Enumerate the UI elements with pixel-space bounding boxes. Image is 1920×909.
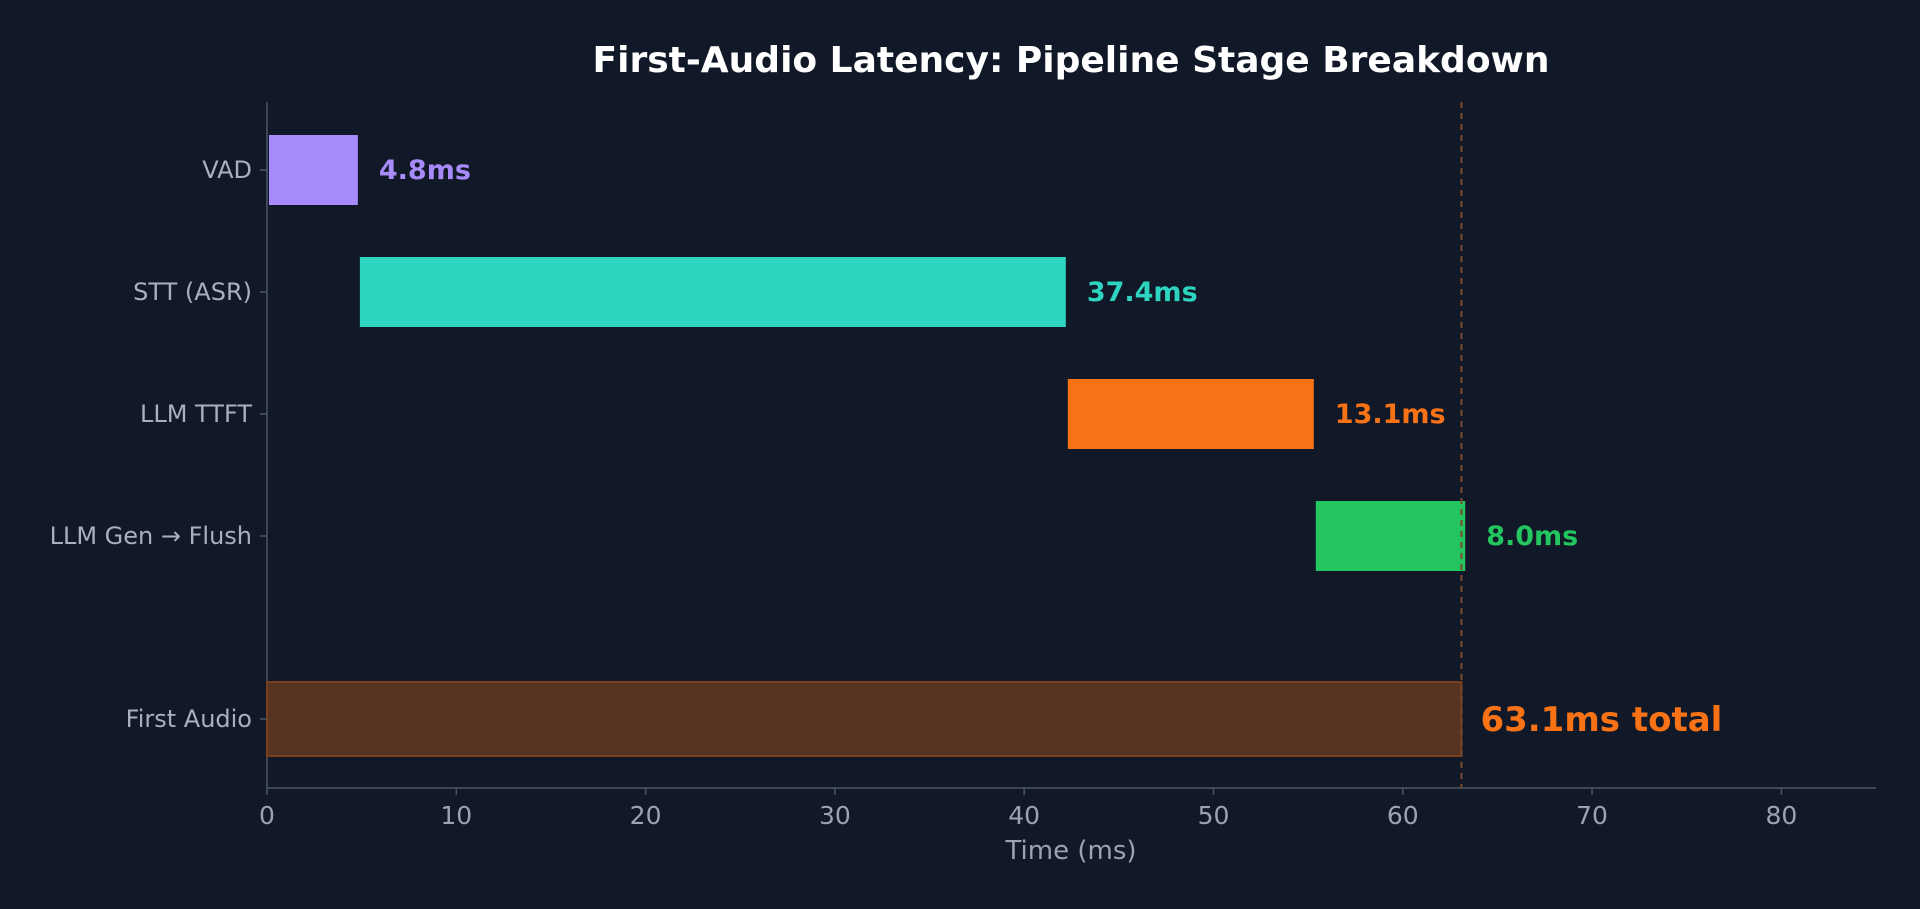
x-tick-label-10: 10 bbox=[440, 801, 472, 830]
x-tick-label-20: 20 bbox=[630, 801, 662, 830]
x-tick-label-40: 40 bbox=[1008, 801, 1040, 830]
bar-1 bbox=[359, 257, 1066, 327]
x-tick-label-80: 80 bbox=[1765, 801, 1797, 830]
x-axis-label: Time (ms) bbox=[1004, 836, 1136, 866]
x-tick-label-70: 70 bbox=[1576, 801, 1608, 830]
category-label-total: First Audio bbox=[126, 705, 252, 733]
data-label-0: 4.8ms bbox=[379, 155, 471, 186]
x-tick-label-50: 50 bbox=[1198, 801, 1230, 830]
category-label-1: STT (ASR) bbox=[133, 278, 252, 306]
plot-area: 0 10 20 30 40 50 60 70 80 VAD 4.8ms STT (ASR) 37.4ms… bbox=[50, 102, 1876, 830]
category-label-2: LLM TTFT bbox=[140, 400, 252, 428]
x-tick-label-60: 60 bbox=[1387, 801, 1419, 830]
data-label-3: 8.0ms bbox=[1486, 521, 1578, 552]
chart-title: First-Audio Latency: Pipeline Stage Brea… bbox=[593, 40, 1550, 81]
data-label-2: 13.1ms bbox=[1335, 399, 1446, 430]
x-tick-label-0: 0 bbox=[259, 801, 275, 830]
data-label-1: 37.4ms bbox=[1087, 277, 1198, 308]
x-tick-label-30: 30 bbox=[819, 801, 851, 830]
bar-2 bbox=[1067, 379, 1314, 449]
category-label-0: VAD bbox=[202, 156, 252, 184]
total-bar bbox=[266, 681, 1463, 757]
bar-0 bbox=[269, 135, 358, 205]
bar-3 bbox=[1315, 501, 1466, 571]
total-label: 63.1ms total bbox=[1480, 700, 1722, 740]
category-label-3: LLM Gen → Flush bbox=[50, 522, 252, 550]
